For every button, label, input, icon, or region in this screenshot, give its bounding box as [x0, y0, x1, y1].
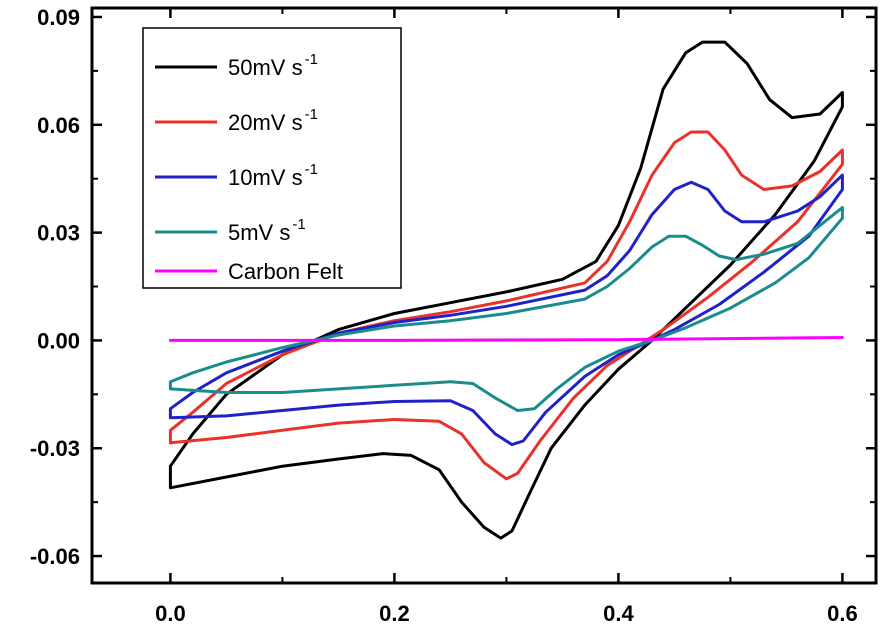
x-tick-label: 0.2	[379, 601, 410, 626]
legend-box	[142, 27, 402, 289]
legend-label-superscript: -1	[305, 106, 318, 123]
y-tick-label: 0.03	[37, 221, 80, 246]
legend-label-4: Carbon Felt	[228, 259, 343, 284]
legend-label-superscript: -1	[292, 216, 305, 233]
y-tick-label: -0.03	[30, 436, 80, 461]
legend-label-superscript: -1	[305, 161, 318, 178]
y-tick-label: -0.06	[30, 544, 80, 569]
axis-layer: 0.0 0.2 0.4 0.6 -0.06 -0.03 0.00 0.03 0.06 0.09	[30, 5, 876, 626]
series-line-4	[168, 336, 844, 342]
y-tick-label: 0.00	[37, 328, 80, 353]
x-tick-label: 0.0	[155, 601, 186, 626]
series-line-1	[168, 130, 844, 481]
series-line-2	[168, 173, 844, 447]
y-tick-label: 0.09	[37, 5, 80, 30]
y-tick-label: 0.06	[37, 113, 80, 138]
plot-area	[90, 6, 878, 585]
series-line-3	[168, 206, 844, 412]
x-tick-label: 0.4	[603, 601, 634, 626]
series-line-0	[168, 40, 844, 540]
x-tick-label: 0.6	[827, 601, 858, 626]
legend-label-superscript: -1	[305, 51, 318, 68]
series-layer	[168, 40, 844, 540]
